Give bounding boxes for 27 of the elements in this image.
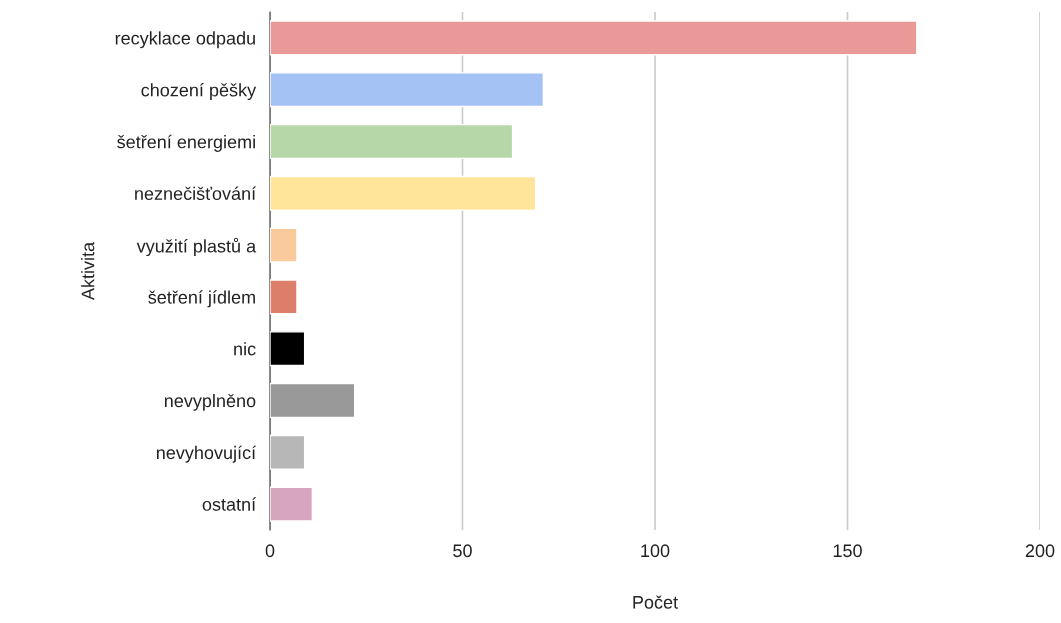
y-tick-label: nevyplněno bbox=[164, 393, 256, 411]
y-tick-label: nic bbox=[234, 342, 256, 356]
x-tick-label: 0 bbox=[265, 544, 275, 558]
y-tick-label: nevyhovující bbox=[156, 445, 257, 463]
bar bbox=[270, 123, 514, 160]
x-tick-label: 100 bbox=[641, 544, 670, 558]
y-tick-label: šetření jídlem bbox=[148, 290, 255, 308]
y-tick-label: využití plastů a bbox=[136, 237, 257, 257]
x-tick-label: 200 bbox=[1025, 544, 1055, 558]
y-tick-label: chození pěšky bbox=[141, 83, 257, 101]
y-tick-label: neznečišťování bbox=[135, 186, 257, 201]
bar bbox=[270, 382, 356, 419]
bar bbox=[270, 331, 306, 367]
y-tick-label: šetření energiemi bbox=[117, 134, 255, 152]
x-tick-label: 150 bbox=[833, 544, 862, 558]
bar bbox=[270, 72, 545, 108]
y-axis-title: Aktivita bbox=[81, 241, 95, 301]
y-tick-label: recyklace odpadu bbox=[115, 31, 255, 49]
bar bbox=[270, 434, 306, 470]
bar bbox=[270, 227, 298, 263]
x-tick-label: 50 bbox=[453, 544, 472, 558]
bar bbox=[270, 279, 298, 315]
bar bbox=[270, 175, 537, 211]
bar bbox=[270, 486, 314, 522]
bar bbox=[270, 20, 918, 56]
y-tick-label: ostatní bbox=[202, 497, 257, 511]
x-axis-title: Počet bbox=[633, 595, 678, 609]
